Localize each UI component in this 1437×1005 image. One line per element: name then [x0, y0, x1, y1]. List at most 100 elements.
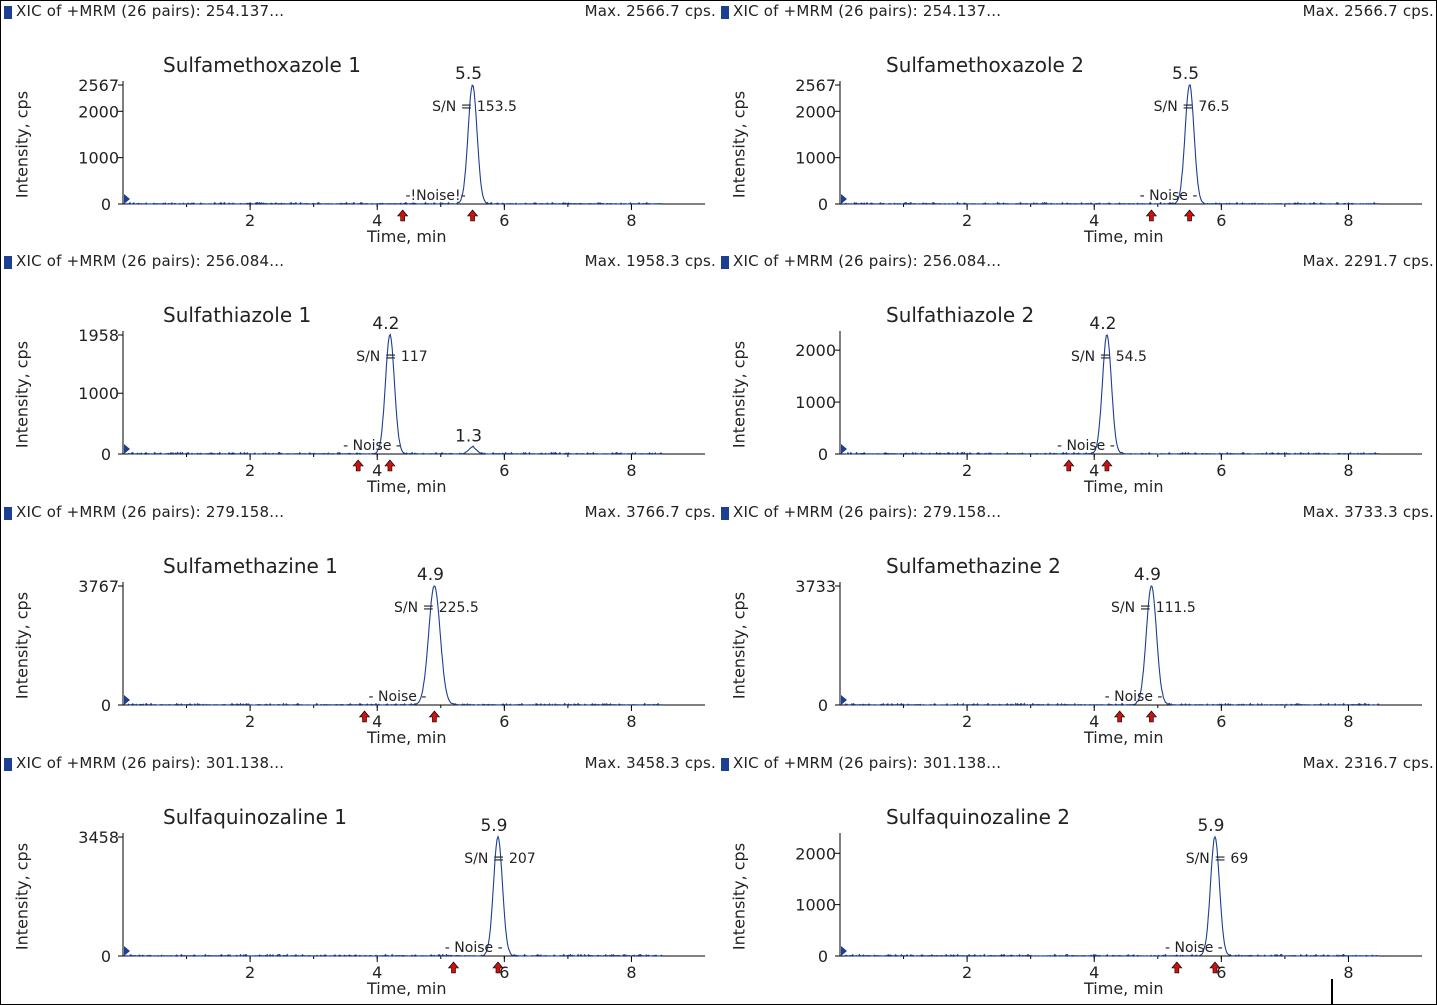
y-tick-label: 1000: [78, 384, 119, 403]
y-tick-label: 2000: [795, 844, 836, 863]
x-tick-label: 6: [499, 211, 509, 230]
x-tick-label: 2: [245, 712, 255, 731]
plot-svg: 2 4 6 8 0 1000 2000 2567 5.5 S/N = 76.5 - Noise -: [795, 64, 1422, 230]
x-axis-label: Time, min: [367, 979, 447, 998]
max-intensity-label: Max. 3733.3 cps.: [1302, 503, 1434, 521]
compound-name: Sulfamethazine 1: [163, 554, 338, 578]
x-tick-label: 8: [1343, 461, 1353, 480]
y-tick-label: 0: [101, 696, 111, 715]
x-tick-label: 4: [372, 211, 382, 230]
x-tick-label: 2: [962, 461, 972, 480]
signal-to-noise-label: S/N = 111.5: [1111, 600, 1196, 616]
origin-marker: [841, 695, 847, 705]
integration-marker-arrow: [1114, 710, 1126, 723]
integration-marker-arrow: [492, 961, 504, 974]
max-intensity-label: Max. 2566.7 cps.: [584, 2, 716, 20]
y-tick-label: 3733: [795, 577, 836, 596]
compound-name: Sulfamethazine 2: [886, 554, 1061, 578]
peak-rt-label: 4.9: [417, 565, 444, 585]
trace-color-marker: [721, 6, 729, 19]
integration-marker-arrow: [352, 459, 364, 472]
peak-rt-label: 1.3: [455, 426, 482, 446]
compound-name: Sulfaquinozaline 1: [163, 805, 347, 829]
xic-trace: [844, 835, 1380, 957]
max-intensity-label: Max. 3458.3 cps.: [584, 754, 716, 772]
origin-marker: [124, 444, 130, 454]
integration-marker-arrow: [447, 961, 460, 974]
x-tick-label: 2: [962, 712, 972, 731]
origin-marker: [124, 695, 130, 705]
integration-marker-arrow: [358, 710, 371, 723]
x-axis-label: Time, min: [367, 227, 447, 246]
plot-svg: 2 4 6 8 0 1000 2000 2567 5.5 S/N = 153.5 -!Noise!-: [78, 64, 705, 230]
xic-header: XIC of +MRM (26 pairs): 279.158...: [16, 503, 285, 521]
x-tick-label: 4: [372, 712, 382, 731]
signal-to-noise-label: S/N = 76.5: [1154, 99, 1230, 115]
xic-header: XIC of +MRM (26 pairs): 256.084...: [16, 252, 285, 270]
x-axis-label: Time, min: [367, 477, 447, 496]
max-intensity-label: Max. 3766.7 cps.: [584, 503, 716, 521]
noise-region-label: - Noise -: [445, 940, 503, 956]
plot-svg: 2 4 6 8 0 1000 2000 5.9 S/N = 69 - Noise -: [795, 816, 1422, 982]
y-tick-label: 1958: [78, 326, 119, 345]
trace-color-marker: [721, 758, 729, 771]
origin-marker: [124, 194, 130, 204]
y-tick-label: 2567: [78, 76, 119, 95]
compound-name: Sulfamethoxazole 1: [163, 53, 361, 77]
x-tick-label: 8: [626, 461, 636, 480]
y-tick-label: 1000: [795, 896, 836, 915]
x-tick-label: 8: [626, 712, 636, 731]
integration-marker-arrow: [428, 710, 441, 723]
signal-to-noise-label: S/N = 117: [356, 349, 427, 365]
x-tick-label: 4: [372, 963, 382, 982]
noise-region-label: - Noise -: [1105, 689, 1163, 705]
y-tick-label: 0: [818, 947, 828, 966]
integration-marker-arrow: [1171, 961, 1183, 974]
noise-region-label: - Noise -: [1165, 940, 1223, 956]
y-tick-label: 2000: [78, 102, 119, 121]
y-tick-label: 3767: [78, 577, 119, 596]
y-tick-label: 2000: [795, 102, 836, 121]
x-tick-label: 4: [1089, 211, 1099, 230]
x-tick-label: 4: [1089, 963, 1099, 982]
max-intensity-label: Max. 1958.3 cps.: [584, 252, 716, 270]
x-tick-label: 2: [245, 963, 255, 982]
trace-color-marker: [4, 6, 12, 19]
x-tick-label: 8: [1343, 712, 1353, 731]
xic-trace: [127, 834, 663, 957]
trace-color-marker: [4, 758, 12, 771]
noise-region-label: - Noise -: [369, 689, 427, 705]
xic-header: XIC of +MRM (26 pairs): 301.138...: [733, 754, 1002, 772]
noise-region-label: -!Noise!-: [406, 188, 466, 204]
y-tick-label: 0: [818, 696, 828, 715]
x-tick-label: 4: [1089, 461, 1099, 480]
origin-marker: [841, 444, 847, 454]
signal-to-noise-label: S/N = 54.5: [1071, 349, 1147, 365]
x-tick-label: 6: [1216, 461, 1226, 480]
x-tick-label: 2: [245, 461, 255, 480]
integration-marker-arrow: [1101, 459, 1113, 472]
chromatogram-panel: XIC of +MRM (26 pairs): 254.137... Max. 2…: [0, 0, 719, 252]
x-tick-label: 2: [962, 211, 972, 230]
signal-to-noise-label: S/N = 153.5: [432, 99, 517, 115]
noise-region-label: - Noise -: [343, 438, 401, 454]
x-tick-label: 8: [626, 211, 636, 230]
origin-marker: [124, 946, 130, 956]
x-tick-label: 4: [372, 461, 382, 480]
peak-rt-label: 5.9: [480, 816, 507, 836]
noise-region-label: - Noise -: [1057, 438, 1115, 454]
x-tick-label: 8: [626, 963, 636, 982]
integration-marker-arrow: [1145, 209, 1158, 222]
x-tick-label: 2: [962, 963, 972, 982]
chromatogram-panel: XIC of +MRM (26 pairs): 256.084... Max. 2…: [718, 251, 1437, 503]
integration-marker-arrow: [466, 209, 479, 222]
y-tick-label: 1000: [795, 149, 836, 168]
y-tick-label: 2567: [795, 76, 836, 95]
y-tick-label: 3458: [78, 828, 119, 847]
x-tick-label: 6: [499, 712, 509, 731]
integration-marker-arrow: [384, 459, 396, 472]
signal-to-noise-label: S/N = 225.5: [394, 600, 479, 616]
peak-rt-label: 5.5: [455, 64, 482, 84]
max-intensity-label: Max. 2566.7 cps.: [1302, 2, 1434, 20]
chromatogram-panel: XIC of +MRM (26 pairs): 301.138... Max. 3…: [0, 753, 719, 1005]
